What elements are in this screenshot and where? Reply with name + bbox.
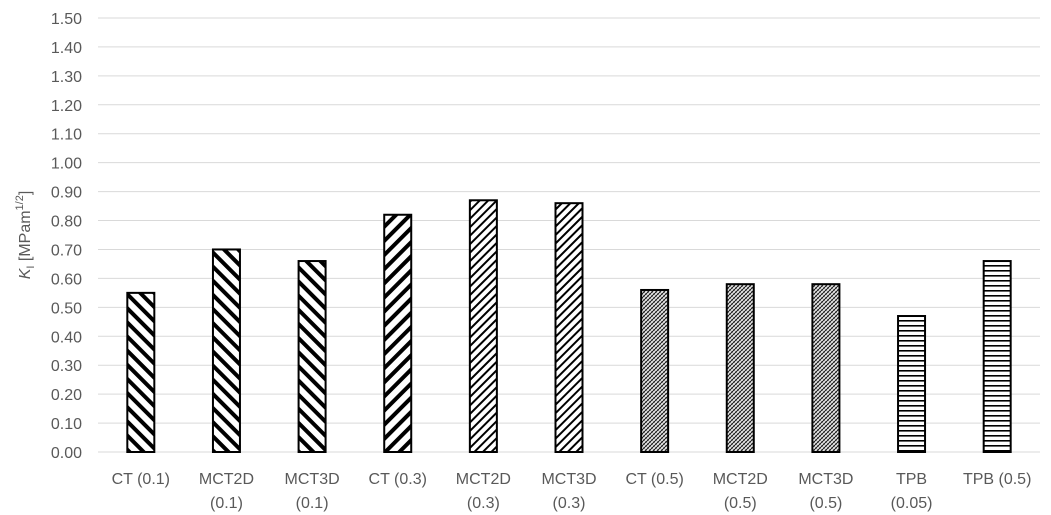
- x-tick-label: CT (0.1): [112, 471, 170, 488]
- bar: [297, 260, 327, 454]
- bar: [725, 283, 755, 454]
- y-tick-label: 0.00: [51, 445, 82, 462]
- x-tick-label: (0.3): [467, 495, 500, 512]
- y-tick-label: 0.50: [51, 300, 82, 317]
- x-tick-label: (0.5): [809, 495, 842, 512]
- x-tick-label: (0.1): [296, 495, 329, 512]
- y-tick-label: 1.00: [51, 156, 82, 173]
- x-tick-label: (0.05): [891, 495, 933, 512]
- bar: [982, 260, 1012, 454]
- x-tick-label: (0.1): [210, 495, 243, 512]
- y-axis-title: KI [MPam1/2]: [14, 191, 37, 280]
- y-tick-label: 0.30: [51, 358, 82, 375]
- x-tick-label: (0.3): [553, 495, 586, 512]
- x-tick-label: CT (0.5): [625, 471, 683, 488]
- y-tick-label: 1.20: [51, 98, 82, 115]
- y-tick-label: 0.80: [51, 214, 82, 231]
- x-tick-label: MCT2D: [456, 471, 511, 488]
- y-axis-subscript: I: [25, 266, 37, 269]
- bar: [640, 288, 670, 453]
- y-tick-label: 1.50: [51, 11, 82, 28]
- x-tick-label: MCT3D: [285, 471, 340, 488]
- x-axis-labels: CT (0.1) MCT2D (0.1) MCT3D (0.1) CT (0.3) MCT2…: [112, 471, 1032, 512]
- x-tick-label: MCT3D: [541, 471, 596, 488]
- y-tick-label: 0.10: [51, 416, 82, 433]
- bar: [811, 283, 841, 454]
- y-tick-label: 1.30: [51, 69, 82, 86]
- x-tick-label: TPB: [896, 471, 927, 488]
- bar: [126, 291, 156, 453]
- y-tick-label: 0.40: [51, 329, 82, 346]
- y-axis-symbol: K: [17, 267, 34, 279]
- bar-series: [126, 199, 1012, 454]
- y-tick-label: 1.10: [51, 127, 82, 144]
- y-tick-label: 0.60: [51, 271, 82, 288]
- x-tick-label: MCT2D: [713, 471, 768, 488]
- x-tick-label: TPB (0.5): [963, 471, 1031, 488]
- x-tick-label: MCT3D: [798, 471, 853, 488]
- bar: [468, 199, 498, 453]
- y-axis-unit: [MPam: [17, 210, 34, 265]
- y-tick-label: 0.90: [51, 185, 82, 202]
- x-tick-label: (0.5): [724, 495, 757, 512]
- bar: [211, 248, 241, 453]
- y-axis-unit-close: ]: [17, 191, 34, 195]
- y-axis-unit-exponent: 1/2: [14, 195, 26, 210]
- bar: [554, 202, 584, 453]
- y-tick-label: 0.20: [51, 387, 82, 404]
- y-axis-ticks: 0.00 0.10 0.20 0.30 0.40 0.50 0.60 0.70 0.80 0.90…: [51, 11, 82, 462]
- bar: [897, 315, 927, 453]
- x-tick-label: CT (0.3): [369, 471, 427, 488]
- y-tick-label: 1.40: [51, 40, 82, 57]
- x-tick-label: MCT2D: [199, 471, 254, 488]
- bar: [383, 213, 413, 453]
- y-tick-label: 0.70: [51, 242, 82, 259]
